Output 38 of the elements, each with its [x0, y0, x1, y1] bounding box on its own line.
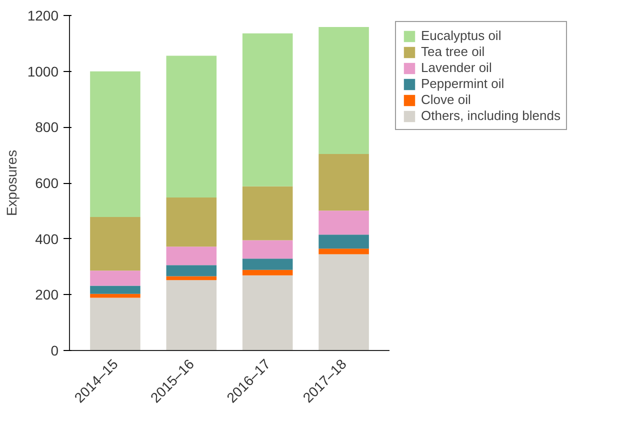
y-tick-label: 0: [50, 342, 59, 358]
bar: [166, 280, 217, 350]
legend-label: Lavender oil: [421, 60, 492, 75]
legend-label: Eucalyptus oil: [421, 28, 502, 43]
bar: [242, 270, 293, 276]
legend-label: Tea tree oil: [421, 44, 485, 59]
legend-label: Clove oil: [421, 92, 471, 107]
bar: [318, 248, 369, 254]
bar: [90, 294, 140, 298]
bar: [166, 198, 217, 247]
bar: [90, 298, 140, 350]
bar: [166, 276, 217, 280]
bar: [90, 270, 140, 286]
y-tick-label: 1200: [27, 8, 59, 24]
bar: [166, 56, 217, 198]
legend-label: Others, including blends: [421, 108, 560, 123]
bar: [166, 246, 217, 266]
bar: [318, 254, 369, 350]
bar: [90, 286, 140, 294]
y-tick-label: 1000: [27, 63, 59, 80]
legend-label: Peppermint oil: [421, 76, 504, 91]
y-tick-label: 800: [35, 119, 59, 136]
bar: [90, 217, 140, 271]
y-tick-label: 400: [35, 230, 59, 247]
bar: [318, 154, 369, 211]
bar: [318, 234, 369, 249]
bar: [242, 33, 293, 186]
bar: [242, 275, 293, 350]
bar: [242, 186, 293, 240]
y-axis-title: Exposures: [3, 150, 20, 216]
y-tick-label: 600: [35, 175, 59, 191]
bar: [242, 240, 293, 259]
bar: [90, 71, 140, 218]
y-tick-label: 200: [35, 286, 59, 303]
bar: [242, 258, 293, 270]
bar: [166, 265, 217, 276]
bar: [318, 210, 369, 235]
bar: [318, 26, 369, 154]
